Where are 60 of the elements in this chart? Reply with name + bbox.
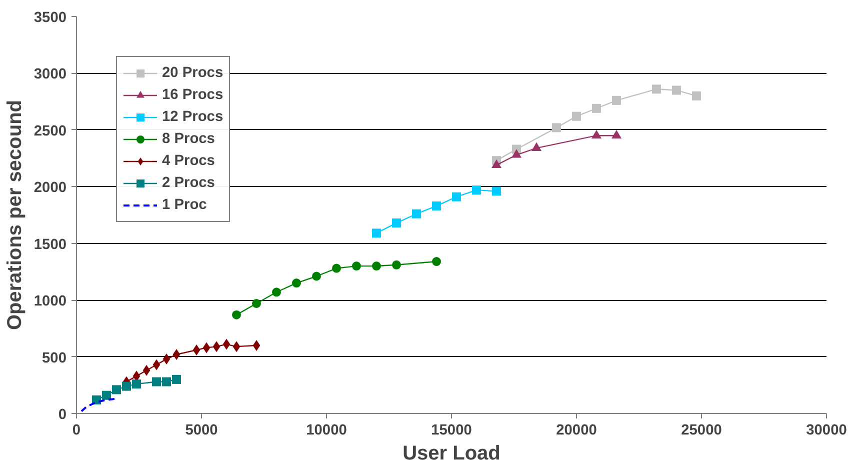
legend-label: 20 Procs [162, 64, 224, 82]
point [472, 186, 481, 195]
point [162, 377, 171, 386]
point [672, 86, 681, 95]
x-tick-label: 0 [72, 422, 81, 438]
x-tick-label: 10000 [306, 422, 347, 438]
point [392, 218, 401, 228]
y-tick-label: 2500 [34, 123, 67, 140]
point [332, 264, 341, 273]
point [412, 209, 421, 218]
point [652, 84, 661, 94]
legend-label: 4 Procs [162, 152, 215, 170]
point [252, 298, 261, 308]
point [372, 228, 381, 238]
point [552, 123, 561, 132]
point [312, 272, 321, 281]
x-axis-title: User Load [402, 442, 500, 464]
point [512, 149, 522, 158]
point [452, 192, 461, 202]
point [592, 104, 601, 113]
point [612, 130, 622, 138]
x-tick-label: 20000 [556, 422, 597, 438]
point [492, 159, 502, 168]
point [152, 377, 161, 386]
point [352, 262, 361, 271]
point [592, 130, 602, 138]
y-tick-label: 1500 [34, 236, 67, 253]
point [122, 382, 131, 391]
legend-label: 8 Procs [162, 130, 215, 148]
legend-label: 12 Procs [162, 108, 224, 126]
y-tick-label: 500 [42, 350, 67, 366]
y-tick-label: 3000 [34, 66, 67, 83]
y-axis-title: Operations per secound [4, 100, 26, 330]
point [372, 262, 381, 271]
point [432, 257, 441, 266]
legend-label: 2 Procs [162, 174, 215, 192]
point [112, 385, 121, 394]
point [172, 374, 181, 384]
legend-label: 16 Procs [162, 86, 224, 104]
point [692, 91, 701, 100]
point [272, 288, 281, 297]
x-tick-label: 15000 [431, 422, 472, 438]
point [102, 390, 111, 400]
point [572, 112, 581, 121]
legend-label: 1 Proc [162, 196, 207, 214]
point [292, 278, 301, 288]
point [232, 310, 241, 320]
point [492, 186, 501, 196]
y-tick-label: 0 [58, 407, 67, 423]
point [132, 380, 141, 389]
x-tick-label: 30000 [806, 422, 847, 438]
point [532, 142, 542, 151]
point [392, 260, 401, 270]
point [432, 201, 441, 210]
x-tick-label: 25000 [681, 422, 722, 438]
y-tick-label: 3500 [34, 10, 67, 26]
x-tick-label: 5000 [185, 422, 218, 438]
y-tick-label: 2000 [34, 180, 67, 196]
point [612, 96, 621, 105]
y-tick-label: 1000 [34, 294, 67, 310]
